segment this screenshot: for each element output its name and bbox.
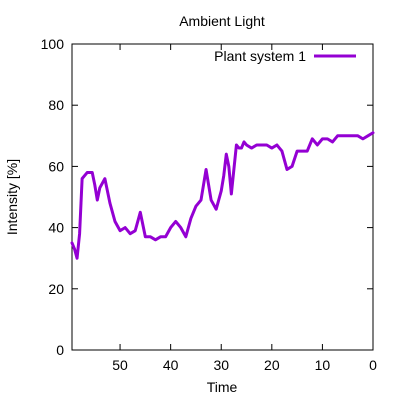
- series-line: [70, 131, 375, 260]
- legend-label: Plant system 1: [214, 48, 306, 64]
- y-tick-label: 60: [48, 158, 64, 174]
- series-layer: [70, 131, 375, 260]
- y-tick-label: 80: [48, 97, 64, 113]
- x-tick-label: 20: [264, 357, 280, 373]
- legend: Plant system 1: [214, 48, 356, 64]
- y-tick-label: 40: [48, 220, 64, 236]
- chart-title: Ambient Light: [179, 13, 265, 29]
- y-tick-label: 100: [41, 36, 65, 52]
- x-tick-label: 10: [315, 357, 331, 373]
- x-tick-label: 40: [163, 357, 179, 373]
- axes-layer: [71, 43, 374, 351]
- x-tick-label: 30: [213, 357, 229, 373]
- plot-border: [71, 43, 374, 351]
- y-axis-label: Intensity [%]: [4, 159, 20, 235]
- y-tick-label: 0: [56, 342, 64, 358]
- x-tick-label: 50: [112, 357, 128, 373]
- x-tick-label: 0: [369, 357, 377, 373]
- y-tick-label: 20: [48, 281, 64, 297]
- x-axis-label: Time: [207, 379, 238, 395]
